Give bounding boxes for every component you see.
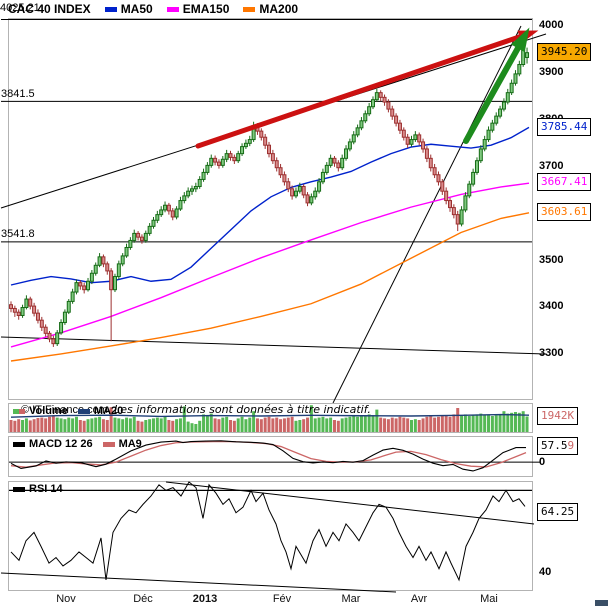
legend-ma50-label: MA50 — [120, 2, 153, 16]
level-label: 3841.5 — [1, 88, 35, 100]
ema150-swatch-icon — [166, 6, 179, 12]
volume-legend-label: Volume — [29, 405, 68, 417]
copyright-note: © IT-Finance.com Les informations sont d… — [21, 403, 371, 416]
macd-panel: MACD 12 26 MA9 — [8, 436, 540, 477]
rsi-panel: RSI 14 — [0, 481, 535, 593]
month-label: Mai — [480, 593, 498, 605]
month-label: Fév — [272, 593, 292, 605]
month-label: Avr — [410, 593, 428, 605]
price-tick-label: 3400 — [539, 300, 564, 313]
rsi-swatch-icon — [13, 486, 25, 492]
macd-legend-label: MACD 12 26 — [29, 438, 93, 450]
volume-swatch-icon — [13, 408, 25, 414]
price-tick-label: 3500 — [539, 253, 564, 266]
main-price-panel: © IT-Finance.com Les informations sont d… — [0, 18, 547, 416]
price-value-box: 3603.61 — [537, 202, 592, 221]
volume-bars-chart — [9, 405, 530, 432]
price-value-box: 3667.41 — [537, 173, 592, 191]
month-label: 2013 — [192, 593, 218, 605]
rsi-chart — [0, 481, 535, 593]
rsi-value-box: 64.25 — [537, 503, 579, 521]
macd-zero-label: 0 — [539, 456, 546, 468]
month-label: Mar — [341, 593, 361, 605]
price-tick-label: 3900 — [539, 65, 564, 78]
ma50-swatch-icon — [104, 6, 117, 12]
ma9-swatch-icon — [102, 441, 115, 447]
resize-grip[interactable] — [595, 600, 608, 606]
volume-panel: Volume MA20 — [8, 403, 533, 433]
volume-value-box: 1942K — [537, 407, 579, 425]
price-value-box: 3785.44 — [537, 117, 592, 136]
month-label: Nov — [56, 593, 76, 605]
ma20-swatch-icon — [77, 408, 90, 414]
macd-legend: MACD 12 26 MA9 — [13, 438, 142, 450]
price-value-box: 3945.20 — [537, 42, 592, 61]
price-tick-label: 3300 — [539, 347, 564, 360]
candlestick-chart — [0, 19, 547, 404]
rsi-legend-label: RSI 14 — [29, 483, 63, 495]
price-tick-label: 4000 — [539, 18, 564, 31]
ma200-swatch-icon — [243, 6, 256, 12]
chart-title-row: CAC 40 INDEX MA50 EMA150 MA200 — [8, 1, 298, 17]
page-title: CAC 40 INDEX — [8, 2, 91, 16]
legend-ma200-label: MA200 — [259, 2, 299, 16]
macd-swatch-icon — [13, 441, 25, 447]
ma20-legend-label: MA20 — [93, 405, 124, 417]
legend-ema150-label: EMA150 — [182, 2, 230, 16]
macd-chart — [9, 440, 540, 472]
volume-legend: Volume MA20 — [13, 405, 123, 417]
rsi-legend: RSI 14 — [13, 483, 63, 495]
level-label: 4025.21 — [0, 2, 40, 14]
price-tick-label: 3700 — [539, 159, 564, 172]
macd-value-box: 57.59 — [537, 437, 579, 455]
rsi-tick-label: 40 — [539, 566, 552, 579]
level-label: 3541.8 — [1, 228, 35, 240]
ma9-legend-label: MA9 — [118, 438, 142, 450]
month-label: Déc — [133, 593, 153, 605]
